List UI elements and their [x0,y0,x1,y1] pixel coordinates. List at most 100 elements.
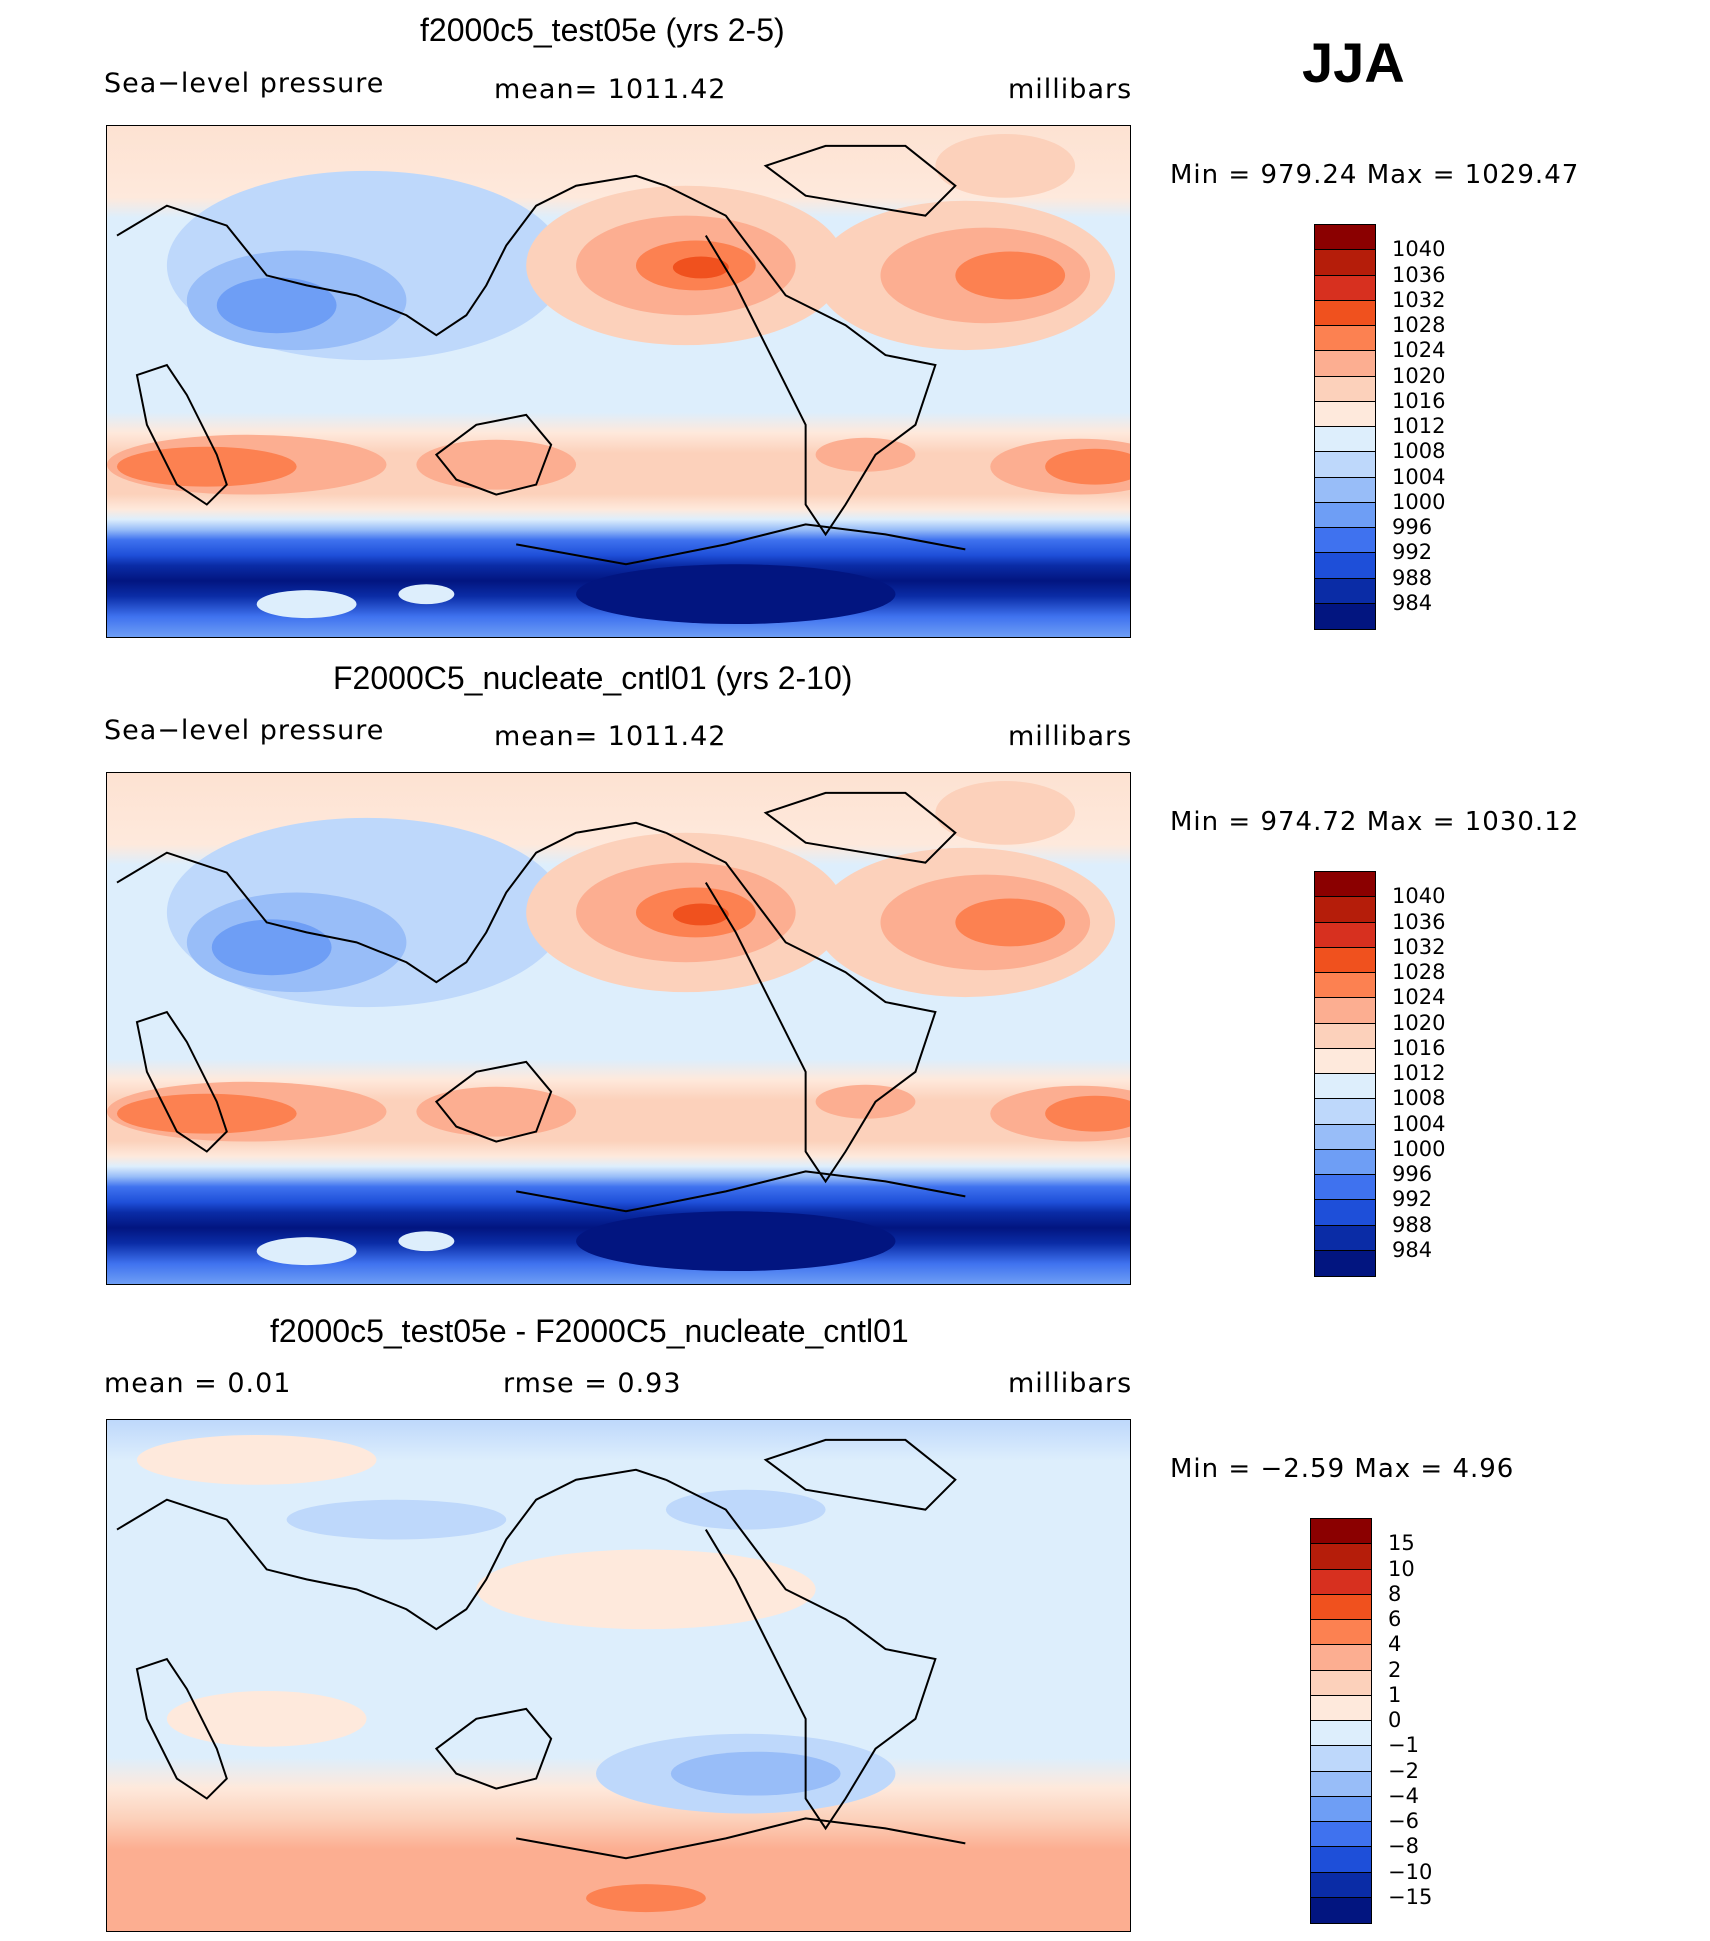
australia-high [416,1086,577,1137]
colorbar-tick-label: 1020 [1392,363,1446,388]
colorbar-swatch [1315,578,1375,604]
pacific-high-peak [672,903,729,926]
colorbar-tick-label: −2 [1388,1758,1419,1783]
colorbar-swatch [1315,1048,1375,1074]
colorbar-tick-label: 1040 [1392,237,1446,262]
colorbar-tick-label: −15 [1388,1884,1433,1909]
colorbar-tick-label: 1032 [1392,287,1446,312]
antarctic-trough [576,564,896,625]
colorbar-swatch [1315,897,1375,923]
panel-minmax-difference: Min = −2.59 Max = 4.96 [1170,1454,1515,1484]
colorbar-tick-label: 1024 [1392,985,1446,1010]
colorbar-swatch [1315,1099,1375,1125]
colorbar-swatch [1315,1124,1375,1150]
colorbar-swatch [1311,1620,1371,1646]
colorbar-tick-label: 1012 [1392,1061,1446,1085]
colorbar-swatch [1315,1250,1375,1276]
colorbar-tick-label: 1004 [1392,464,1446,489]
colorbar-swatch [1311,1872,1371,1898]
indian-ocean-high-core [116,446,297,487]
colorbar-tick-label: 0 [1388,1708,1402,1732]
colorbar-swatch [1311,1519,1371,1545]
colorbar-swatch [1315,1225,1375,1251]
colorbar-tick-label: −6 [1388,1809,1419,1833]
coastlines [116,144,966,566]
colorbar-swatch [1315,947,1375,973]
colorbar-test [1314,224,1376,630]
asian-low-core [216,277,337,334]
diff-south-pacific-negative-core [670,1751,841,1796]
colorbar-swatch [1315,1200,1375,1226]
colorbar-swatch [1315,477,1375,503]
colorbar-swatch [1315,603,1375,629]
colorbar-swatch [1315,998,1375,1024]
colorbar-swatch [1315,225,1375,251]
colorbar-swatch [1315,502,1375,528]
south-atlantic-high-core [1045,1095,1130,1132]
panel-minmax-test: Min = 979.24 Max = 1029.47 [1170,160,1580,190]
panel-title-control: F2000C5_nucleate_cntl01 (yrs 2-10) [333,660,853,696]
colorbar-tick-label: 1000 [1392,1136,1446,1161]
pacific-high-peak [672,256,729,279]
colorbar-tick-label: 988 [1392,1212,1433,1237]
colorbar-tick-label: 1036 [1392,262,1446,287]
colorbar-tick-label: 2 [1388,1657,1402,1682]
colorbar-swatch [1315,872,1375,898]
colorbar-tick-label: 1036 [1392,909,1446,934]
antarctic-high-2 [398,584,455,605]
colorbar-tick-label: 1028 [1392,313,1446,337]
colorbar-swatch [1311,1847,1371,1873]
diff-arctic-positive [136,1434,377,1485]
colorbar-swatch [1315,376,1375,402]
coastlines [116,1438,966,1860]
colorbar-swatch [1315,326,1375,352]
colorbar-tick-label: 988 [1392,565,1433,590]
panel-mean-label-difference: mean = 0.01 [104,1368,292,1399]
panel-left-label-control: Sea−level pressure [104,715,385,746]
colorbar-tick-label: −1 [1388,1733,1419,1758]
panel-minmax-control: Min = 974.72 Max = 1030.12 [1170,807,1580,837]
south-pacific-high [815,1084,916,1119]
colorbar-tick-label: −10 [1388,1859,1433,1884]
colorbar-swatch [1311,1721,1371,1747]
indian-ocean-high-core [116,1093,297,1134]
colorbar-tick-label: 1016 [1392,388,1446,413]
colorbar-tick-label: 6 [1388,1607,1402,1631]
colorbar-tick-label: 1008 [1392,1086,1446,1111]
colorbar-difference [1310,1518,1372,1924]
colorbar-tick-label: −4 [1388,1783,1419,1808]
colorbar-swatch [1315,250,1375,276]
slp-map-difference [106,1419,1131,1932]
panel-left-label-test: Sea−level pressure [104,68,385,99]
panel-units-control: millibars [1008,721,1133,752]
colorbar-tick-label: 996 [1392,515,1433,539]
colorbar-swatch [1315,553,1375,579]
colorbar-tick-label: 992 [1392,1187,1433,1212]
slp-map-control [106,772,1131,1285]
colorbar-swatch [1311,1746,1371,1772]
colorbar-tick-label: 984 [1392,1237,1433,1262]
antarctic-high-1 [256,1237,357,1266]
colorbar-swatch [1311,1544,1371,1570]
colorbar-tick-label: 1004 [1392,1111,1446,1136]
colorbar-tick-label: 996 [1392,1162,1433,1186]
colorbar-swatch [1311,1569,1371,1595]
colorbar-swatch [1311,1771,1371,1797]
colorbar-swatch [1311,1645,1371,1671]
colorbar-swatch [1315,528,1375,554]
antarctic-trough [576,1211,896,1272]
colorbar-tick-label: −8 [1388,1834,1419,1859]
atlantic-high-core [955,898,1066,947]
colorbar-swatch [1315,351,1375,377]
diff-siberia-negative [286,1499,507,1540]
panel-units-difference: millibars [1008,1368,1133,1399]
panel-mean-label-test: mean= 1011.42 [494,74,727,105]
colorbar-swatch [1315,1023,1375,1049]
coastlines [116,791,966,1213]
atlantic-high-core [955,251,1066,300]
colorbar-tick-label: 1000 [1392,489,1446,514]
diff-antarctic-positive [586,1884,706,1913]
colorbar-tick-label: 1016 [1392,1035,1446,1060]
panel-mean-label-control: mean= 1011.42 [494,721,727,752]
colorbar-tick-label: 992 [1392,540,1433,565]
